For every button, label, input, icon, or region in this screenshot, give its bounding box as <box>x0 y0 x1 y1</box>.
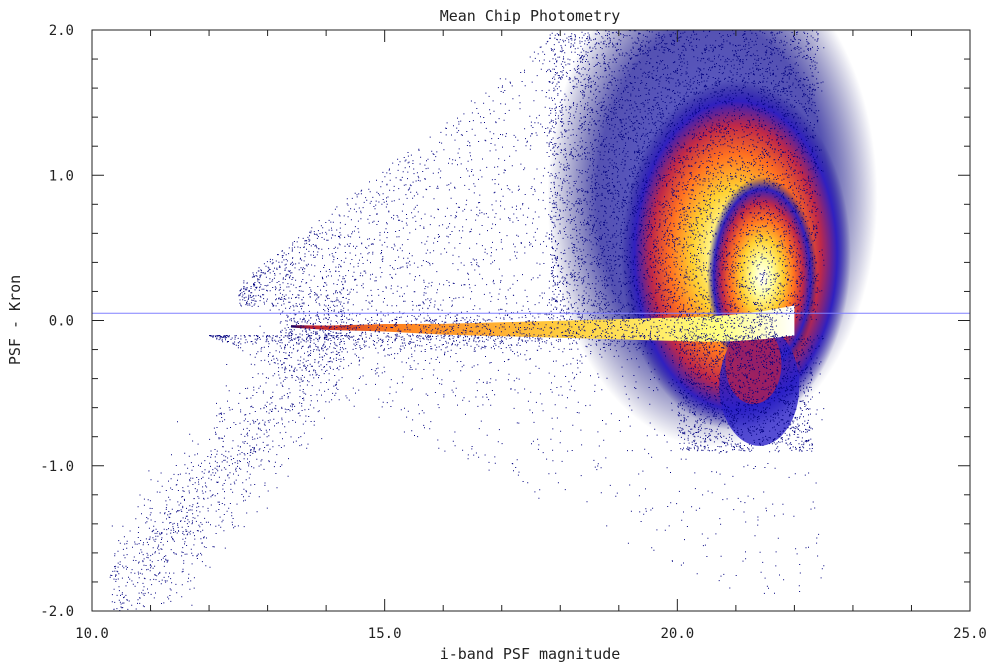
y-tick-label: -1.0 <box>40 459 74 475</box>
scatter-cluster <box>279 296 778 363</box>
y-tick-label: 0.0 <box>49 314 74 330</box>
y-axis-label: PSF - Kron <box>6 275 24 365</box>
stellar-locus <box>291 305 795 342</box>
chart-title: Mean Chip Photometry <box>440 7 621 25</box>
scatter-points <box>109 30 825 611</box>
scatter-cluster <box>677 335 813 453</box>
x-tick-label: 15.0 <box>368 626 402 642</box>
density-lower-lobe-core <box>725 324 782 405</box>
x-tick-labels: 10.0 15.0 20.0 25.0 <box>75 626 987 642</box>
density-region <box>291 30 878 447</box>
y-tick-labels: -2.0 -1.0 0.0 1.0 2.0 <box>40 23 74 620</box>
x-axis-label: i-band PSF magnitude <box>440 645 621 663</box>
y-tick-label: 1.0 <box>49 168 74 184</box>
scatter-cluster <box>548 30 819 322</box>
x-tick-label: 20.0 <box>660 626 694 642</box>
y-tick-label: 2.0 <box>49 23 74 39</box>
y-tick-label: -2.0 <box>40 604 74 620</box>
scatter-cluster <box>109 243 345 611</box>
x-tick-label: 25.0 <box>953 626 987 642</box>
x-tick-label: 10.0 <box>75 626 109 642</box>
axis-ticks <box>91 29 971 612</box>
